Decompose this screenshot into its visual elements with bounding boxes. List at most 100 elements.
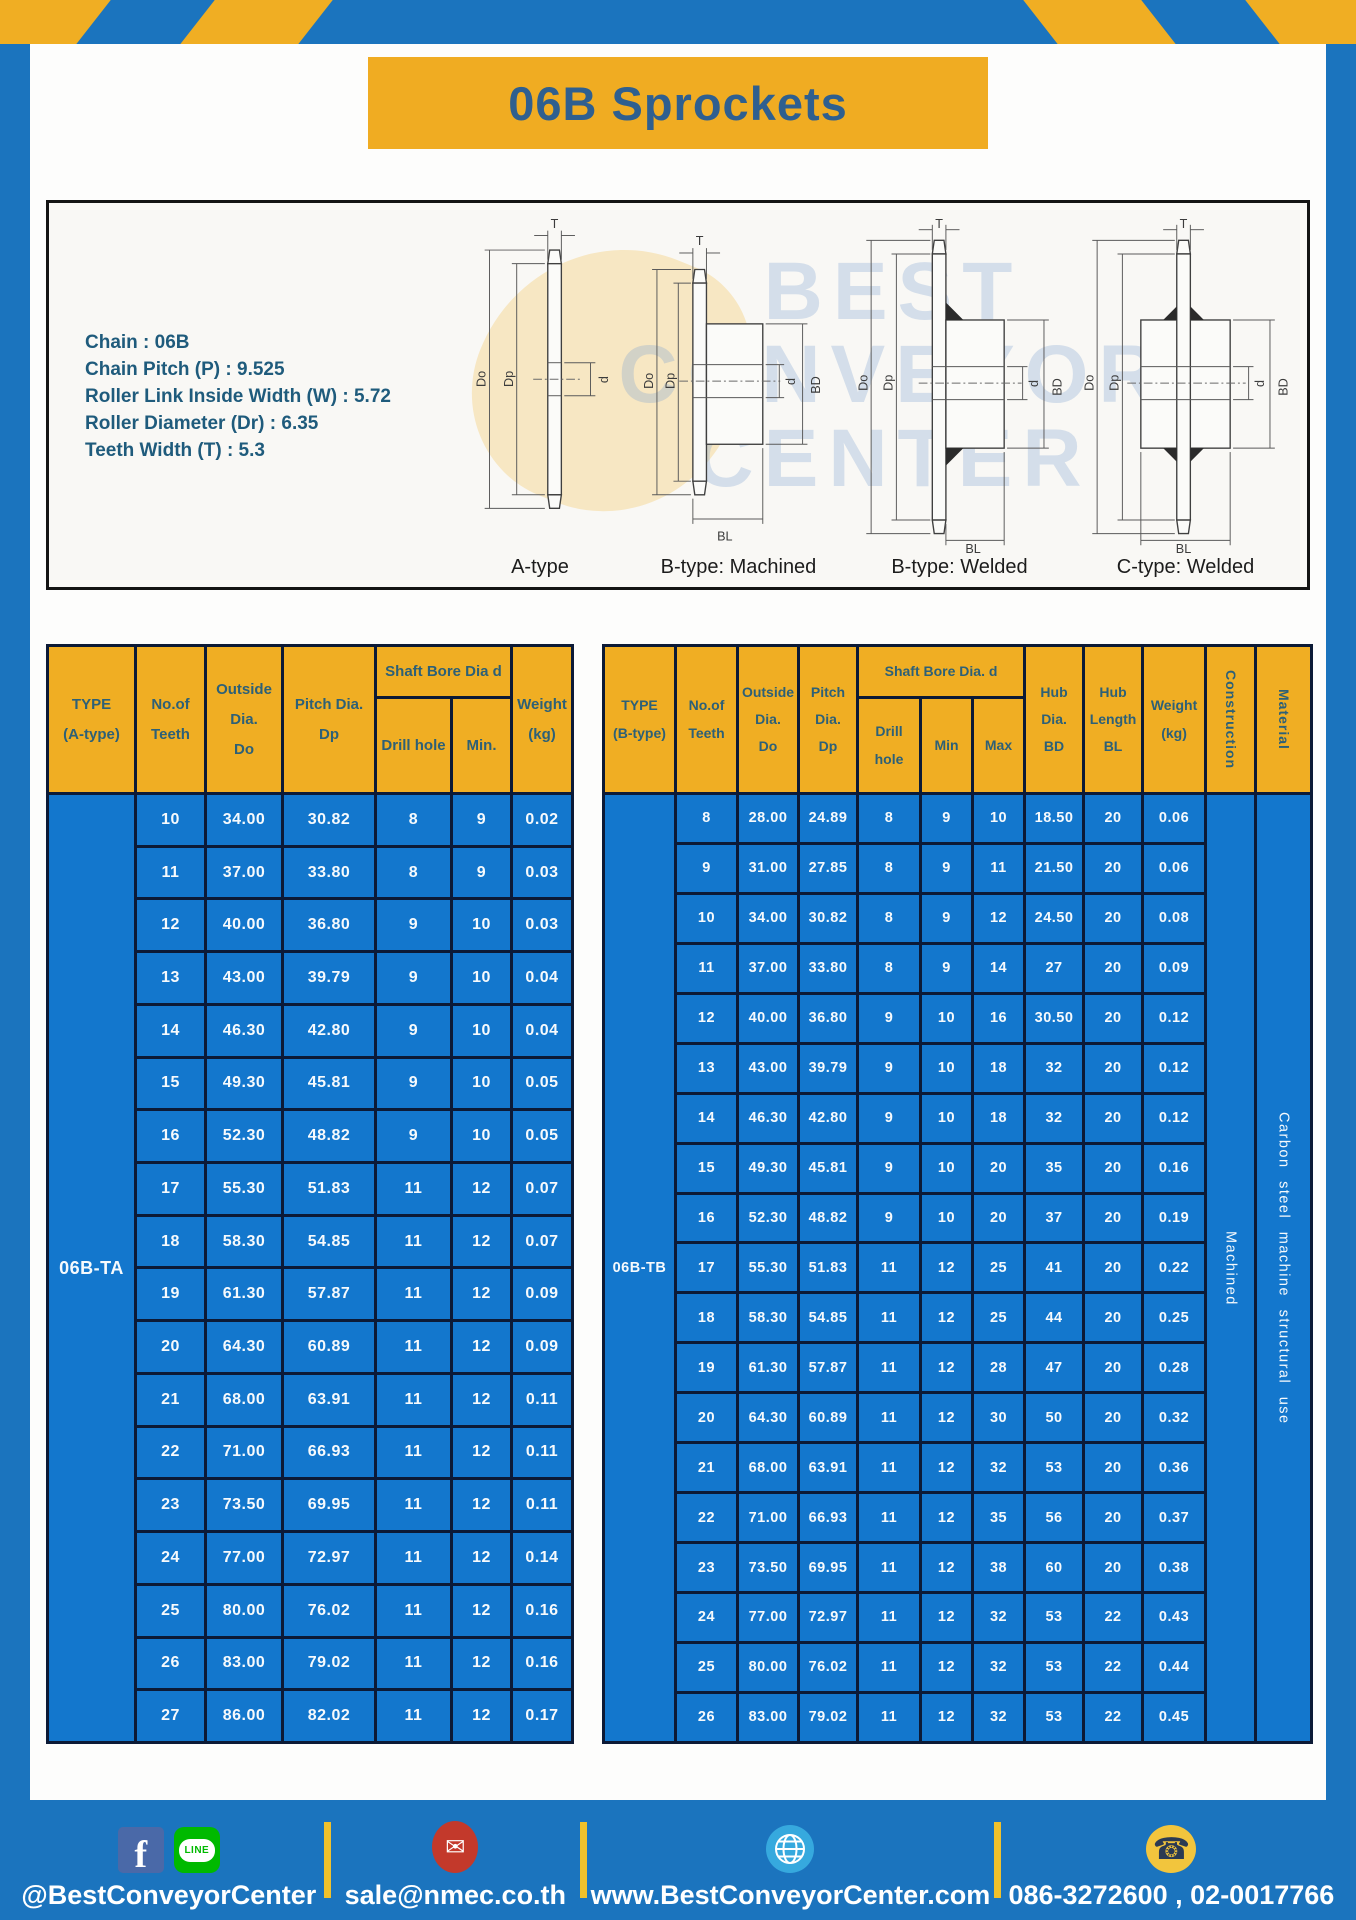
diagram-caption: A-type xyxy=(511,556,569,578)
table-cell: 36.80 xyxy=(281,897,377,954)
table-cell: 15 xyxy=(674,1141,739,1195)
spec-tables: TYPE (A-type) No.of Teeth Outside Dia. D… xyxy=(46,644,1314,1745)
footer-website-text[interactable]: www.BestConveyorCenter.com xyxy=(590,1880,991,1910)
table-cell: 20 xyxy=(1082,1341,1145,1395)
table-cell: 12 xyxy=(919,1241,974,1295)
spec-roller-width: Roller Link Inside Width (W) : 5.72 xyxy=(85,385,391,407)
table-cell: 0.22 xyxy=(1141,1241,1208,1295)
table-cell: 12 xyxy=(134,897,207,954)
table-cell: 24.89 xyxy=(797,792,859,845)
table-cell: 9 xyxy=(919,792,974,845)
table-cell: 0.09 xyxy=(510,1319,574,1375)
table-cell: 20 xyxy=(970,1141,1027,1195)
table-cell: 18 xyxy=(970,1091,1027,1145)
sprocket-drawing-a: T Do Dp d xyxy=(475,219,611,510)
table-cell: 11 xyxy=(374,1319,453,1375)
table-cell: 11 xyxy=(374,1582,453,1639)
table-cell: 57.87 xyxy=(797,1341,859,1395)
table-row: 24 77.00 72.97 11 12 32 53 22 0.43 xyxy=(604,1591,1312,1644)
dim-label-do: Do xyxy=(642,373,656,389)
hazard-stripe xyxy=(1242,0,1356,44)
table-row: 11 37.00 33.80 8 9 0.03 xyxy=(48,844,574,901)
table-cell: 9 xyxy=(374,1002,453,1059)
table-cell: 73.50 xyxy=(204,1477,284,1534)
table-cell: 16 xyxy=(674,1191,739,1245)
table-cell: 52.30 xyxy=(736,1191,800,1245)
footer-phone-numbers[interactable]: 086-3272600 , 02-0017766 xyxy=(1008,1880,1335,1910)
phone-glyph: ☎ xyxy=(1152,1832,1191,1866)
table-cell: 12 xyxy=(450,1635,513,1692)
dim-label-d: d xyxy=(1027,380,1041,387)
table-cell: 15 xyxy=(134,1055,207,1112)
table-row: 11 37.00 33.80 8 9 14 27 20 0.09 xyxy=(604,941,1312,995)
table-cell: 10 xyxy=(919,991,974,1045)
table-cell: 8 xyxy=(374,844,453,901)
table-cell: 20 xyxy=(1082,1391,1145,1445)
hazard-stripe xyxy=(1020,0,1182,44)
table-cell: 20 xyxy=(1082,1191,1145,1245)
table-cell: 11 xyxy=(856,1591,922,1644)
table-cell: 26 xyxy=(674,1690,739,1745)
dim-label-do: Do xyxy=(475,371,489,387)
col-header-weight: Weight (kg) xyxy=(1141,644,1208,795)
col-header-material: Material xyxy=(1254,644,1314,795)
table-cell: 60.89 xyxy=(797,1391,859,1445)
table-cell: 38 xyxy=(970,1541,1027,1594)
table-cell: 10 xyxy=(450,950,513,1006)
table-cell: 53 xyxy=(1023,1690,1086,1745)
table-cell: 8 xyxy=(674,792,739,845)
table-cell: 10 xyxy=(450,1002,513,1059)
table-cell: 48.82 xyxy=(797,1191,859,1245)
table-cell: 80.00 xyxy=(204,1582,284,1639)
table-cell: 12 xyxy=(919,1491,974,1545)
email-icon[interactable]: ✉ xyxy=(432,1821,479,1873)
table-cell: 20 xyxy=(970,1191,1027,1245)
table-cell: 12 xyxy=(919,1391,974,1445)
table-cell: 20 xyxy=(1082,1491,1145,1545)
chain-specs: Chain : 06B Chain Pitch (P) : 9.525 Roll… xyxy=(63,329,455,464)
table-row: 20 64.30 60.89 11 12 30 50 20 0.32 xyxy=(604,1391,1312,1445)
table-cell: 32 xyxy=(970,1640,1027,1694)
footer-social-handle[interactable]: @BestConveyorCenter xyxy=(21,1880,317,1910)
line-icon[interactable]: LINE xyxy=(173,1827,220,1873)
col-header-hub-length: Hub Length BL xyxy=(1082,644,1145,795)
table-cell: 49.30 xyxy=(736,1141,800,1195)
table-cell: 11 xyxy=(856,1241,922,1295)
dim-label-bl: BL xyxy=(717,529,732,543)
globe-icon[interactable] xyxy=(766,1825,815,1873)
table-cell: 12 xyxy=(450,1582,513,1639)
table-cell: 21.50 xyxy=(1023,841,1086,895)
spec-chain: Chain : 06B xyxy=(85,331,190,353)
table-cell: 66.93 xyxy=(797,1491,859,1545)
table-cell: 0.11 xyxy=(510,1424,574,1481)
construction-cell: Machined xyxy=(1204,792,1258,1744)
table-cell: 9 xyxy=(919,941,974,995)
top-decor-band xyxy=(0,0,1356,44)
dim-label-dp: Dp xyxy=(882,375,896,391)
table-cell: 12 xyxy=(450,1319,513,1375)
table-cell: 12 xyxy=(450,1161,513,1217)
table-cell: 32 xyxy=(970,1441,1027,1495)
table-cell: 8 xyxy=(856,792,922,845)
facebook-icon[interactable]: f xyxy=(117,1827,164,1874)
table-cell: 82.02 xyxy=(281,1688,377,1744)
table-cell: 11 xyxy=(374,1635,453,1692)
col-header-weight: Weight (kg) xyxy=(510,644,574,795)
table-cell: 11 xyxy=(374,1266,453,1323)
table-cell: 20 xyxy=(1082,891,1145,945)
footer-email-text[interactable]: sale@nmec.co.th xyxy=(344,1880,567,1910)
table-row: 12 40.00 36.80 9 10 0.03 xyxy=(48,897,574,954)
table-cell: 25 xyxy=(674,1640,739,1694)
phone-icon[interactable]: ☎ xyxy=(1146,1825,1197,1873)
table-cell: 20 xyxy=(134,1319,207,1375)
table-cell: 66.93 xyxy=(281,1424,377,1481)
table-cell: 10 xyxy=(919,1141,974,1195)
table-cell: 23 xyxy=(674,1541,739,1594)
table-cell: 8 xyxy=(856,841,922,895)
table-cell: 0.05 xyxy=(510,1055,574,1112)
table-cell: 36.80 xyxy=(797,991,859,1045)
col-header-outside-dia: Outside Dia. Do xyxy=(204,644,284,795)
table-row: 25 80.00 76.02 11 12 32 53 22 0.44 xyxy=(604,1640,1312,1694)
table-cell: 86.00 xyxy=(204,1688,284,1744)
table-cell: 51.83 xyxy=(797,1241,859,1295)
